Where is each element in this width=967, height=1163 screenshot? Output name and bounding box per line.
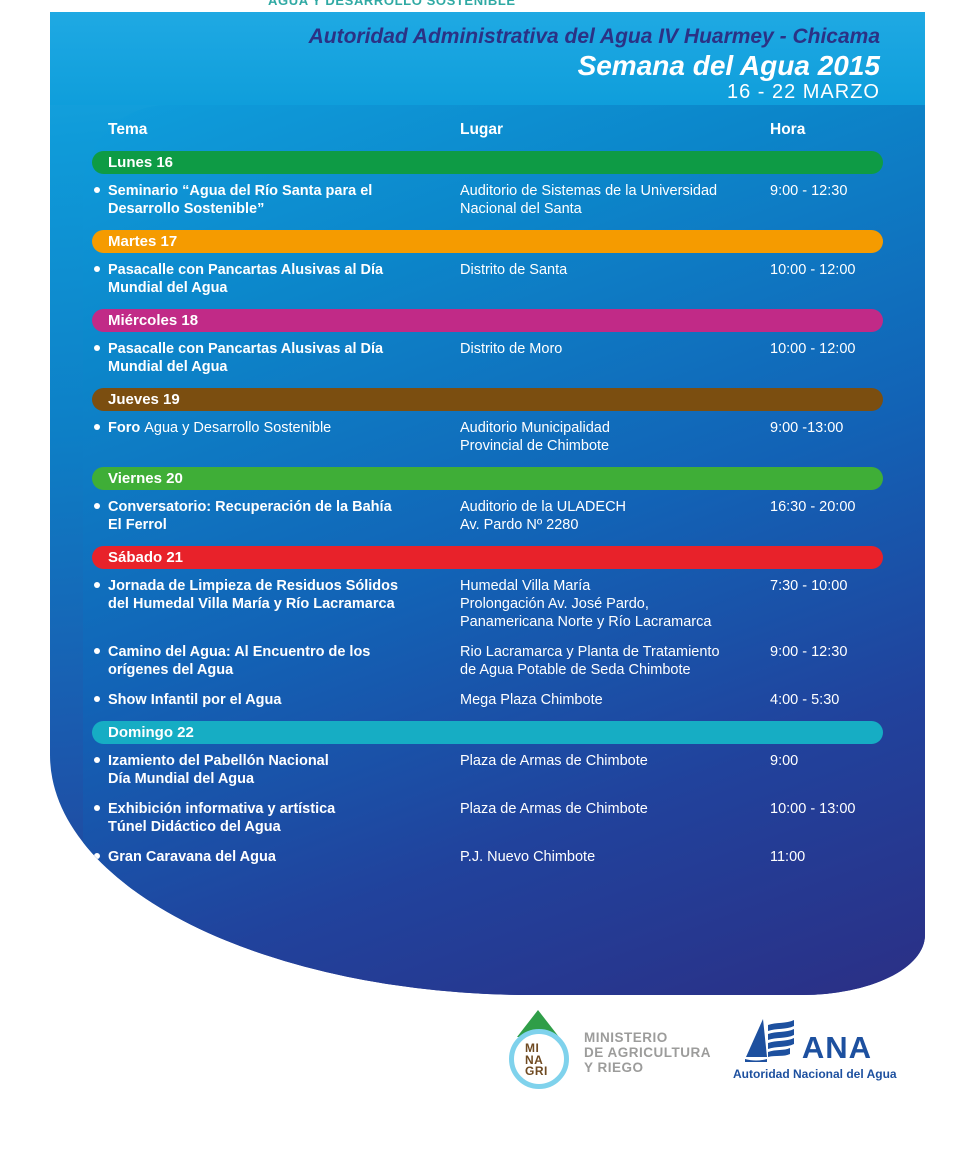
event-hora: 9:00 -13:00 xyxy=(770,420,844,436)
event-tema: Izamiento del Pabellón Nacional Día Mund… xyxy=(94,752,460,788)
day-banner-viernes: Viernes 20 xyxy=(92,467,883,490)
column-headers: Tema Lugar Hora xyxy=(83,121,925,143)
event-tema: Pasacalle con Pancartas Alusivas al Día … xyxy=(94,261,460,297)
event-row: Camino del Agua: Al Encuentro de los orí… xyxy=(83,643,925,679)
event-lugar: Auditorio de Sistemas de la Universidad … xyxy=(460,183,718,217)
event-lugar: Humedal Villa María Prolongación Av. Jos… xyxy=(460,578,712,630)
ana-acronym: ANA xyxy=(801,1030,873,1065)
column-header-tema: Tema xyxy=(108,121,148,138)
event-hora: 16:30 - 20:00 xyxy=(770,499,856,515)
event-tema: Jornada de Limpieza de Residuos Sólidos … xyxy=(94,577,460,631)
event-hora: 7:30 - 10:00 xyxy=(770,578,848,594)
day-banner-lunes: Lunes 16 xyxy=(92,151,883,174)
minagri-acronym: MI NA GRI xyxy=(525,1041,548,1078)
clipped-slogan-text: AGUA Y DESARROLLO SOSTENIBLE xyxy=(268,0,516,8)
day-banner-domingo: Domingo 22 xyxy=(92,721,883,744)
event-tema: Conversatorio: Recuperación de la Bahía … xyxy=(94,498,460,534)
day-banner-miercoles: Miércoles 18 xyxy=(92,309,883,332)
event-hora: 10:00 - 13:00 xyxy=(770,801,856,817)
event-lugar: Plaza de Armas de Chimbote xyxy=(460,801,648,817)
poster-canvas: Tema Lugar Hora Lunes 16 Seminario “Agua… xyxy=(50,12,925,995)
event-row: Gran Caravana del Agua P.J. Nuevo Chimbo… xyxy=(83,848,925,866)
minagri-emblem-icon: MI NA GRI xyxy=(500,1010,578,1094)
event-lugar: Distrito de Santa xyxy=(460,262,568,278)
day-banner-jueves: Jueves 19 xyxy=(92,388,883,411)
minagri-logo: MI NA GRI MINISTERIO DE AGRICULTURA Y RI… xyxy=(500,1010,711,1094)
event-row: Exhibición informativa y artística Túnel… xyxy=(83,800,925,836)
event-tema: Camino del Agua: Al Encuentro de los orí… xyxy=(94,643,460,679)
event-tema: Show Infantil por el Agua xyxy=(94,691,460,709)
day-banner-sabado: Sábado 21 xyxy=(92,546,883,569)
clipped-slogan: AGUA Y DESARROLLO SOSTENIBLE xyxy=(268,0,588,9)
day-banner-martes: Martes 17 xyxy=(92,230,883,253)
event-tema: Foro Agua y Desarrollo Sostenible xyxy=(94,419,460,455)
event-lugar: Distrito de Moro xyxy=(460,341,563,357)
authority-title: Autoridad Administrativa del Agua IV Hua… xyxy=(308,25,880,48)
event-row: Izamiento del Pabellón Nacional Día Mund… xyxy=(83,752,925,788)
event-hora: 9:00 xyxy=(770,753,799,769)
sail-icon xyxy=(744,1019,794,1062)
minagri-name: MINISTERIO DE AGRICULTURA Y RIEGO xyxy=(584,1029,711,1075)
poster-title: Semana del Agua 2015 xyxy=(577,50,880,81)
event-tema-rest: Agua y Desarrollo Sostenible xyxy=(144,420,332,436)
ana-logo-top: ANA xyxy=(733,1017,883,1063)
event-lugar: Plaza de Armas de Chimbote xyxy=(460,753,648,769)
footer-logos: MI NA GRI MINISTERIO DE AGRICULTURA Y RI… xyxy=(0,1005,967,1125)
event-hora: 9:00 - 12:30 xyxy=(770,183,848,199)
event-row: Foro Agua y Desarrollo Sostenible Audito… xyxy=(83,419,925,455)
column-header-lugar: Lugar xyxy=(460,121,504,138)
event-lugar: P.J. Nuevo Chimbote xyxy=(460,849,596,865)
event-row: Pasacalle con Pancartas Alusivas al Día … xyxy=(83,340,925,376)
schedule-body: Tema Lugar Hora Lunes 16 Seminario “Agua… xyxy=(83,105,925,995)
ana-name: Autoridad Nacional del Agua xyxy=(733,1067,897,1081)
event-hora: 10:00 - 12:00 xyxy=(770,262,856,278)
event-lugar: Rio Lacramarca y Planta de Tratamiento d… xyxy=(460,644,720,678)
event-tema: Exhibición informativa y artística Túnel… xyxy=(94,800,460,836)
event-row: Seminario “Agua del Río Santa para el De… xyxy=(83,182,925,218)
event-hora: 10:00 - 12:00 xyxy=(770,341,856,357)
event-row: Pasacalle con Pancartas Alusivas al Día … xyxy=(83,261,925,297)
event-row: Conversatorio: Recuperación de la Bahía … xyxy=(83,498,925,534)
event-lugar: Auditorio Municipalidad Provincial de Ch… xyxy=(460,420,610,454)
title-band: Autoridad Administrativa del Agua IV Hua… xyxy=(50,12,925,105)
column-header-hora: Hora xyxy=(770,121,806,138)
event-tema: Pasacalle con Pancartas Alusivas al Día … xyxy=(94,340,460,376)
event-tema: Seminario “Agua del Río Santa para el De… xyxy=(94,182,460,218)
event-row: Show Infantil por el Agua Mega Plaza Chi… xyxy=(83,691,925,709)
event-tema-bold: Foro xyxy=(108,420,145,436)
event-hora: 11:00 xyxy=(770,849,806,865)
event-lugar: Auditorio de la ULADECH Av. Pardo Nº 228… xyxy=(460,499,627,533)
event-row: Jornada de Limpieza de Residuos Sólidos … xyxy=(83,577,925,631)
minagri-circle-icon: MI NA GRI xyxy=(509,1029,569,1089)
event-hora: 9:00 - 12:30 xyxy=(770,644,848,660)
event-lugar: Mega Plaza Chimbote xyxy=(460,692,603,708)
event-hora: 4:00 - 5:30 xyxy=(770,692,840,708)
event-tema: Gran Caravana del Agua xyxy=(94,848,460,866)
ana-logo: ANA Autoridad Nacional del Agua xyxy=(733,1017,897,1081)
poster-dates: 16 - 22 MARZO xyxy=(726,81,880,103)
